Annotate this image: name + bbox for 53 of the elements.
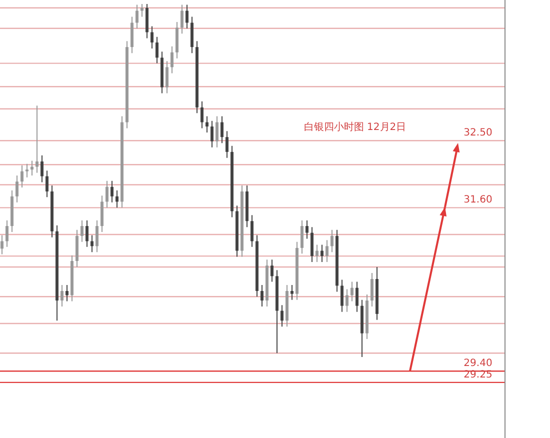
candlestick <box>46 170 48 198</box>
candlestick <box>206 116 208 133</box>
candlestick <box>66 284 68 302</box>
candlestick <box>110 180 114 203</box>
candlestick <box>16 175 18 203</box>
candlestick <box>186 4 188 29</box>
candlestick <box>96 220 98 253</box>
candlestick <box>250 214 254 248</box>
candlestick <box>300 220 304 254</box>
text: 31.60 <box>464 194 492 206</box>
candlestick <box>370 272 374 308</box>
candlestick <box>226 130 228 158</box>
candlestick <box>0 234 4 255</box>
candlestick <box>150 26 154 49</box>
candlestick <box>180 4 184 34</box>
candlestick <box>290 284 294 300</box>
text: 白银四小时图 12月2日 <box>304 121 406 133</box>
candlestick <box>156 36 158 64</box>
candlestick <box>270 259 274 282</box>
text: 29.25 <box>464 369 492 380</box>
candlestick <box>136 4 138 29</box>
candlestick <box>340 279 344 312</box>
candlestick <box>26 163 28 178</box>
candlestick <box>356 281 358 312</box>
candlestick <box>30 160 34 176</box>
candlestick <box>166 60 168 94</box>
candlestick <box>86 220 88 248</box>
candlestick <box>6 220 8 248</box>
candlestick <box>210 120 214 148</box>
candlestick <box>20 164 24 188</box>
candlestick <box>306 220 308 240</box>
candlestick <box>220 116 224 144</box>
candlestick <box>80 220 84 242</box>
candlestick <box>310 226 314 263</box>
candlestick <box>316 244 318 263</box>
candlestick <box>330 229 334 253</box>
candlestick <box>326 240 328 263</box>
candlestick <box>346 288 348 312</box>
candlestick <box>106 180 108 208</box>
candlestick <box>170 46 174 74</box>
candlestick <box>36 105 38 174</box>
candlestick <box>90 234 94 253</box>
candlestick <box>200 100 204 129</box>
candlestick <box>116 190 118 208</box>
candlestick <box>350 281 354 302</box>
candlestick <box>60 284 64 308</box>
text: 29.40 <box>464 358 492 370</box>
candlestick <box>280 304 284 328</box>
text: 32.50 <box>464 128 492 139</box>
candlestick <box>260 284 264 308</box>
candlestick <box>216 116 218 148</box>
candlestick <box>40 154 44 183</box>
candlestick <box>320 244 324 263</box>
